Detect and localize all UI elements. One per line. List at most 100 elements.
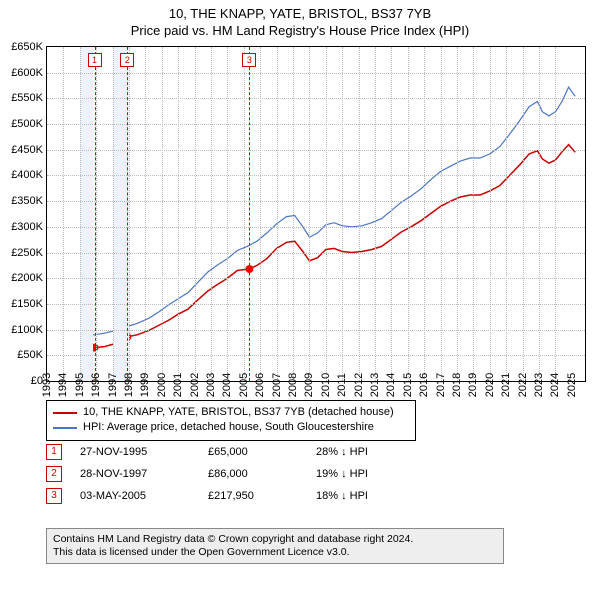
grid-line-v (375, 47, 376, 381)
grid-line-v (523, 47, 524, 381)
x-tick-label: 2014 (385, 373, 397, 397)
x-tick-label: 2005 (238, 373, 250, 397)
x-tick-label: 2015 (402, 373, 414, 397)
sales-row-price: £217,950 (208, 490, 298, 502)
attribution-box: Contains HM Land Registry data © Crown c… (46, 528, 504, 564)
y-tick-label: £500K (11, 118, 43, 130)
sales-row: 1 27-NOV-1995 £65,000 28% ↓ HPI (46, 444, 368, 460)
x-tick-label: 2004 (221, 373, 233, 397)
grid-line-v (473, 47, 474, 381)
grid-line-v (457, 47, 458, 381)
legend-row-0: 10, THE KNAPP, YATE, BRISTOL, BS37 7YB (… (53, 405, 409, 420)
sales-row-diff: 28% ↓ HPI (316, 446, 368, 458)
y-tick-label: £50K (17, 349, 43, 361)
sales-row-marker: 2 (46, 466, 62, 482)
x-tick-label: 1993 (41, 373, 53, 397)
sales-row-date: 03-MAY-2005 (80, 490, 190, 502)
chart-titles: 10, THE KNAPP, YATE, BRISTOL, BS37 7YB P… (0, 0, 600, 40)
legend-label-0: 10, THE KNAPP, YATE, BRISTOL, BS37 7YB (… (83, 405, 394, 420)
x-tick-label: 2025 (566, 373, 578, 397)
grid-line-v (555, 47, 556, 381)
grid-line-v (227, 47, 228, 381)
sales-row-date: 28-NOV-1997 (80, 468, 190, 480)
x-tick-label: 1994 (57, 373, 69, 397)
sale-marker-1: 1 (88, 53, 102, 67)
grid-line-v (424, 47, 425, 381)
y-tick-label: £600K (11, 67, 43, 79)
attribution-line2: This data is licensed under the Open Gov… (53, 546, 497, 559)
x-tick-label: 2002 (189, 373, 201, 397)
legend-label-1: HPI: Average price, detached house, Sout… (83, 420, 374, 435)
grid-line-v (195, 47, 196, 381)
title-line1: 10, THE KNAPP, YATE, BRISTOL, BS37 7YB (0, 6, 600, 23)
chart-plot-area: £0£50K£100K£150K£200K£250K£300K£350K£400… (46, 46, 586, 382)
x-tick-label: 2024 (549, 373, 561, 397)
grid-line-v (293, 47, 294, 381)
sales-table: 1 27-NOV-1995 £65,000 28% ↓ HPI 2 28-NOV-1997… (46, 444, 368, 510)
y-tick-label: £100K (11, 324, 43, 336)
y-tick-label: £450K (11, 144, 43, 156)
x-tick-label: 2023 (533, 373, 545, 397)
title-line2: Price paid vs. HM Land Registry's House … (0, 23, 600, 40)
sales-row-date: 27-NOV-1995 (80, 446, 190, 458)
x-tick-label: 2012 (353, 373, 365, 397)
grid-line-v (80, 47, 81, 381)
y-tick-label: £250K (11, 247, 43, 259)
legend-row-1: HPI: Average price, detached house, Sout… (53, 420, 409, 435)
y-tick-label: £300K (11, 221, 43, 233)
x-tick-label: 2020 (484, 373, 496, 397)
y-tick-label: £150K (11, 298, 43, 310)
grid-line-v (391, 47, 392, 381)
grid-line-v (211, 47, 212, 381)
legend-swatch-1 (53, 427, 77, 429)
x-tick-label: 2019 (467, 373, 479, 397)
grid-line-v (260, 47, 261, 381)
sales-row-diff: 19% ↓ HPI (316, 468, 368, 480)
sales-row-diff: 18% ↓ HPI (316, 490, 368, 502)
sales-row-marker: 1 (46, 444, 62, 460)
sale-vline (95, 47, 96, 381)
x-tick-label: 1996 (90, 373, 102, 397)
grid-line-v (490, 47, 491, 381)
grid-line-v (441, 47, 442, 381)
x-tick-label: 2013 (369, 373, 381, 397)
y-tick-label: £200K (11, 272, 43, 284)
grid-line-v (113, 47, 114, 381)
legend-swatch-0 (53, 412, 77, 414)
x-tick-label: 2017 (435, 373, 447, 397)
y-tick-label: £550K (11, 92, 43, 104)
grid-line-v (162, 47, 163, 381)
grid-line-v (408, 47, 409, 381)
grid-line-v (506, 47, 507, 381)
x-tick-label: 2009 (303, 373, 315, 397)
x-tick-label: 2000 (156, 373, 168, 397)
attribution-line1: Contains HM Land Registry data © Crown c… (53, 533, 497, 546)
sales-row-marker: 3 (46, 488, 62, 504)
x-tick-label: 2003 (205, 373, 217, 397)
y-tick-label: £400K (11, 169, 43, 181)
x-tick-label: 2021 (500, 373, 512, 397)
grid-line-v (129, 47, 130, 381)
x-tick-label: 2007 (271, 373, 283, 397)
x-tick-label: 1999 (139, 373, 151, 397)
sales-row-price: £65,000 (208, 446, 298, 458)
x-tick-label: 2022 (517, 373, 529, 397)
sale-marker-2: 2 (120, 53, 134, 67)
legend-box: 10, THE KNAPP, YATE, BRISTOL, BS37 7YB (… (46, 400, 416, 441)
grid-line-v (326, 47, 327, 381)
grid-line-v (244, 47, 245, 381)
x-tick-label: 1995 (74, 373, 86, 397)
x-tick-label: 2011 (336, 373, 348, 397)
shaded-band (80, 47, 93, 381)
sale-marker-3: 3 (242, 53, 256, 67)
sales-row-price: £86,000 (208, 468, 298, 480)
x-tick-label: 2006 (254, 373, 266, 397)
sales-row: 3 03-MAY-2005 £217,950 18% ↓ HPI (46, 488, 368, 504)
grid-line-v (63, 47, 64, 381)
y-tick-label: £650K (11, 41, 43, 53)
grid-line-v (178, 47, 179, 381)
x-tick-label: 2008 (287, 373, 299, 397)
sale-vline (127, 47, 128, 381)
x-tick-label: 2010 (320, 373, 332, 397)
x-tick-label: 1998 (123, 373, 135, 397)
